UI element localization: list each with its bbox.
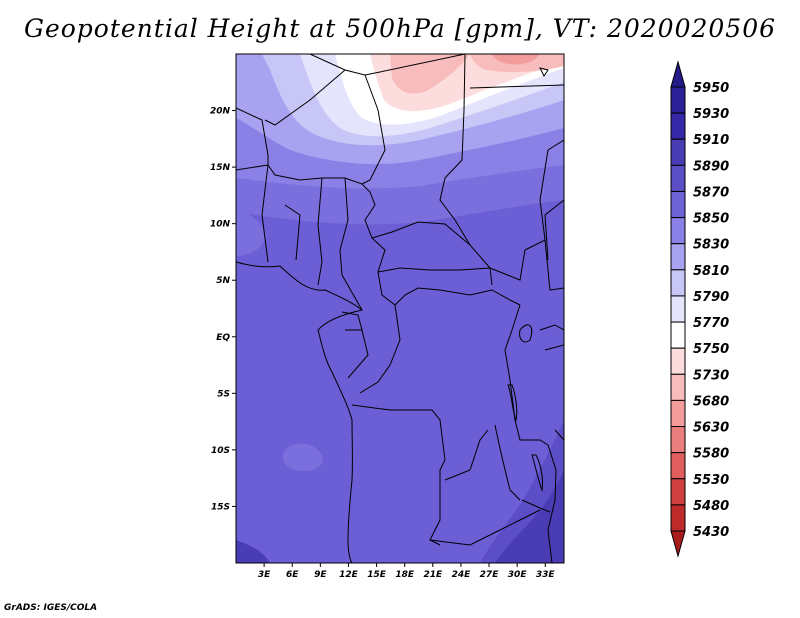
colorbar-level-label: 5770 — [693, 316, 729, 331]
x-tick-label: 6E — [286, 570, 299, 580]
y-tick-label: 5N — [216, 276, 230, 286]
colorbar-band — [670, 399, 686, 428]
lakes — [507, 67, 551, 513]
colorbar-level-label: 5890 — [693, 159, 729, 174]
patch-se-inner — [495, 470, 564, 563]
chart-title: Geopotential Height at 500hPa [gpm], VT:… — [23, 14, 777, 43]
y-tick-label: 20N — [210, 107, 231, 117]
y-tick-label: 15N — [210, 163, 231, 173]
political-borders — [236, 54, 564, 563]
colorbar-band — [670, 86, 686, 114]
band-5680-a — [390, 54, 470, 94]
colorbar-band — [670, 478, 686, 506]
y-axis: 20N 15N 10N 5N EQ 5S 10S 15S — [210, 107, 236, 512]
colorbar-band — [670, 164, 686, 192]
colorbar-band — [670, 112, 686, 140]
colorbar-level-label: 5630 — [693, 421, 729, 436]
colorbar-level-label: 5830 — [693, 238, 729, 253]
colorbar-level-label: 5680 — [693, 394, 729, 409]
colorbar-level-label: 5530 — [693, 473, 729, 488]
colorbar — [670, 60, 686, 558]
colorbar-band — [670, 269, 686, 297]
x-tick-label: 21E — [423, 570, 443, 580]
colorbar-level-label: 5430 — [693, 525, 729, 540]
patch-light-1 — [282, 443, 323, 472]
x-tick-label: 15E — [367, 570, 387, 580]
colorbar-band — [670, 504, 686, 532]
x-tick-label: 3E — [258, 570, 271, 580]
colorbar-band — [670, 321, 686, 349]
x-tick-label: 30E — [508, 570, 528, 580]
x-tick-label: 9E — [314, 570, 327, 580]
map-frame — [235, 53, 565, 564]
x-tick-label: 24E — [452, 570, 472, 580]
colorbar-band — [670, 138, 686, 166]
grads-credit: GrADS: IGES/COLA — [4, 603, 98, 613]
x-tick-label: 12E — [339, 570, 359, 580]
height-field — [236, 54, 564, 563]
x-tick-label: 18E — [395, 570, 415, 580]
x-tick-label: 27E — [480, 570, 500, 580]
colorbar-level-label: 5850 — [693, 212, 729, 227]
y-tick-label: 5S — [217, 389, 230, 399]
colorbar-band — [670, 347, 686, 375]
colorbar-level-label: 5580 — [693, 447, 729, 462]
colorbar-band — [670, 426, 686, 454]
colorbar-level-label: 5750 — [693, 342, 729, 357]
colorbar-labels: 5950 5930 5910 5890 5870 5850 5830 5810 5790 5770… — [693, 81, 729, 540]
colorbar-level-label: 5870 — [693, 185, 729, 200]
y-tick-label: 15S — [211, 502, 230, 512]
colorbar-band — [670, 373, 686, 401]
colorbar-level-label: 5810 — [693, 264, 729, 279]
y-tick-label: EQ — [216, 333, 230, 343]
colorbar-top-arrow — [670, 60, 686, 88]
colorbar-band — [670, 295, 686, 323]
colorbar-band — [670, 452, 686, 480]
x-axis: 3E 6E 9E 12E 15E 18E 21E 24E 27E 30E 33E — [258, 563, 556, 580]
y-tick-label: 10N — [210, 220, 231, 230]
band-5630 — [492, 54, 540, 65]
colorbar-level-label: 5910 — [693, 133, 729, 148]
colorbar-band — [670, 217, 686, 245]
patch-light-2 — [236, 210, 266, 256]
patch-sw — [236, 540, 270, 563]
colorbar-level-label: 5480 — [693, 499, 729, 514]
x-tick-label: 33E — [536, 570, 556, 580]
y-tick-label: 10S — [211, 446, 230, 456]
colorbar-level-label: 5730 — [693, 368, 729, 383]
colorbar-level-label: 5790 — [693, 290, 729, 305]
colorbar-band — [670, 243, 686, 271]
colorbar-band — [670, 190, 686, 219]
colorbar-level-label: 5930 — [693, 107, 729, 122]
colorbar-bottom-arrow — [670, 530, 686, 558]
colorbar-level-label: 5950 — [693, 81, 729, 96]
